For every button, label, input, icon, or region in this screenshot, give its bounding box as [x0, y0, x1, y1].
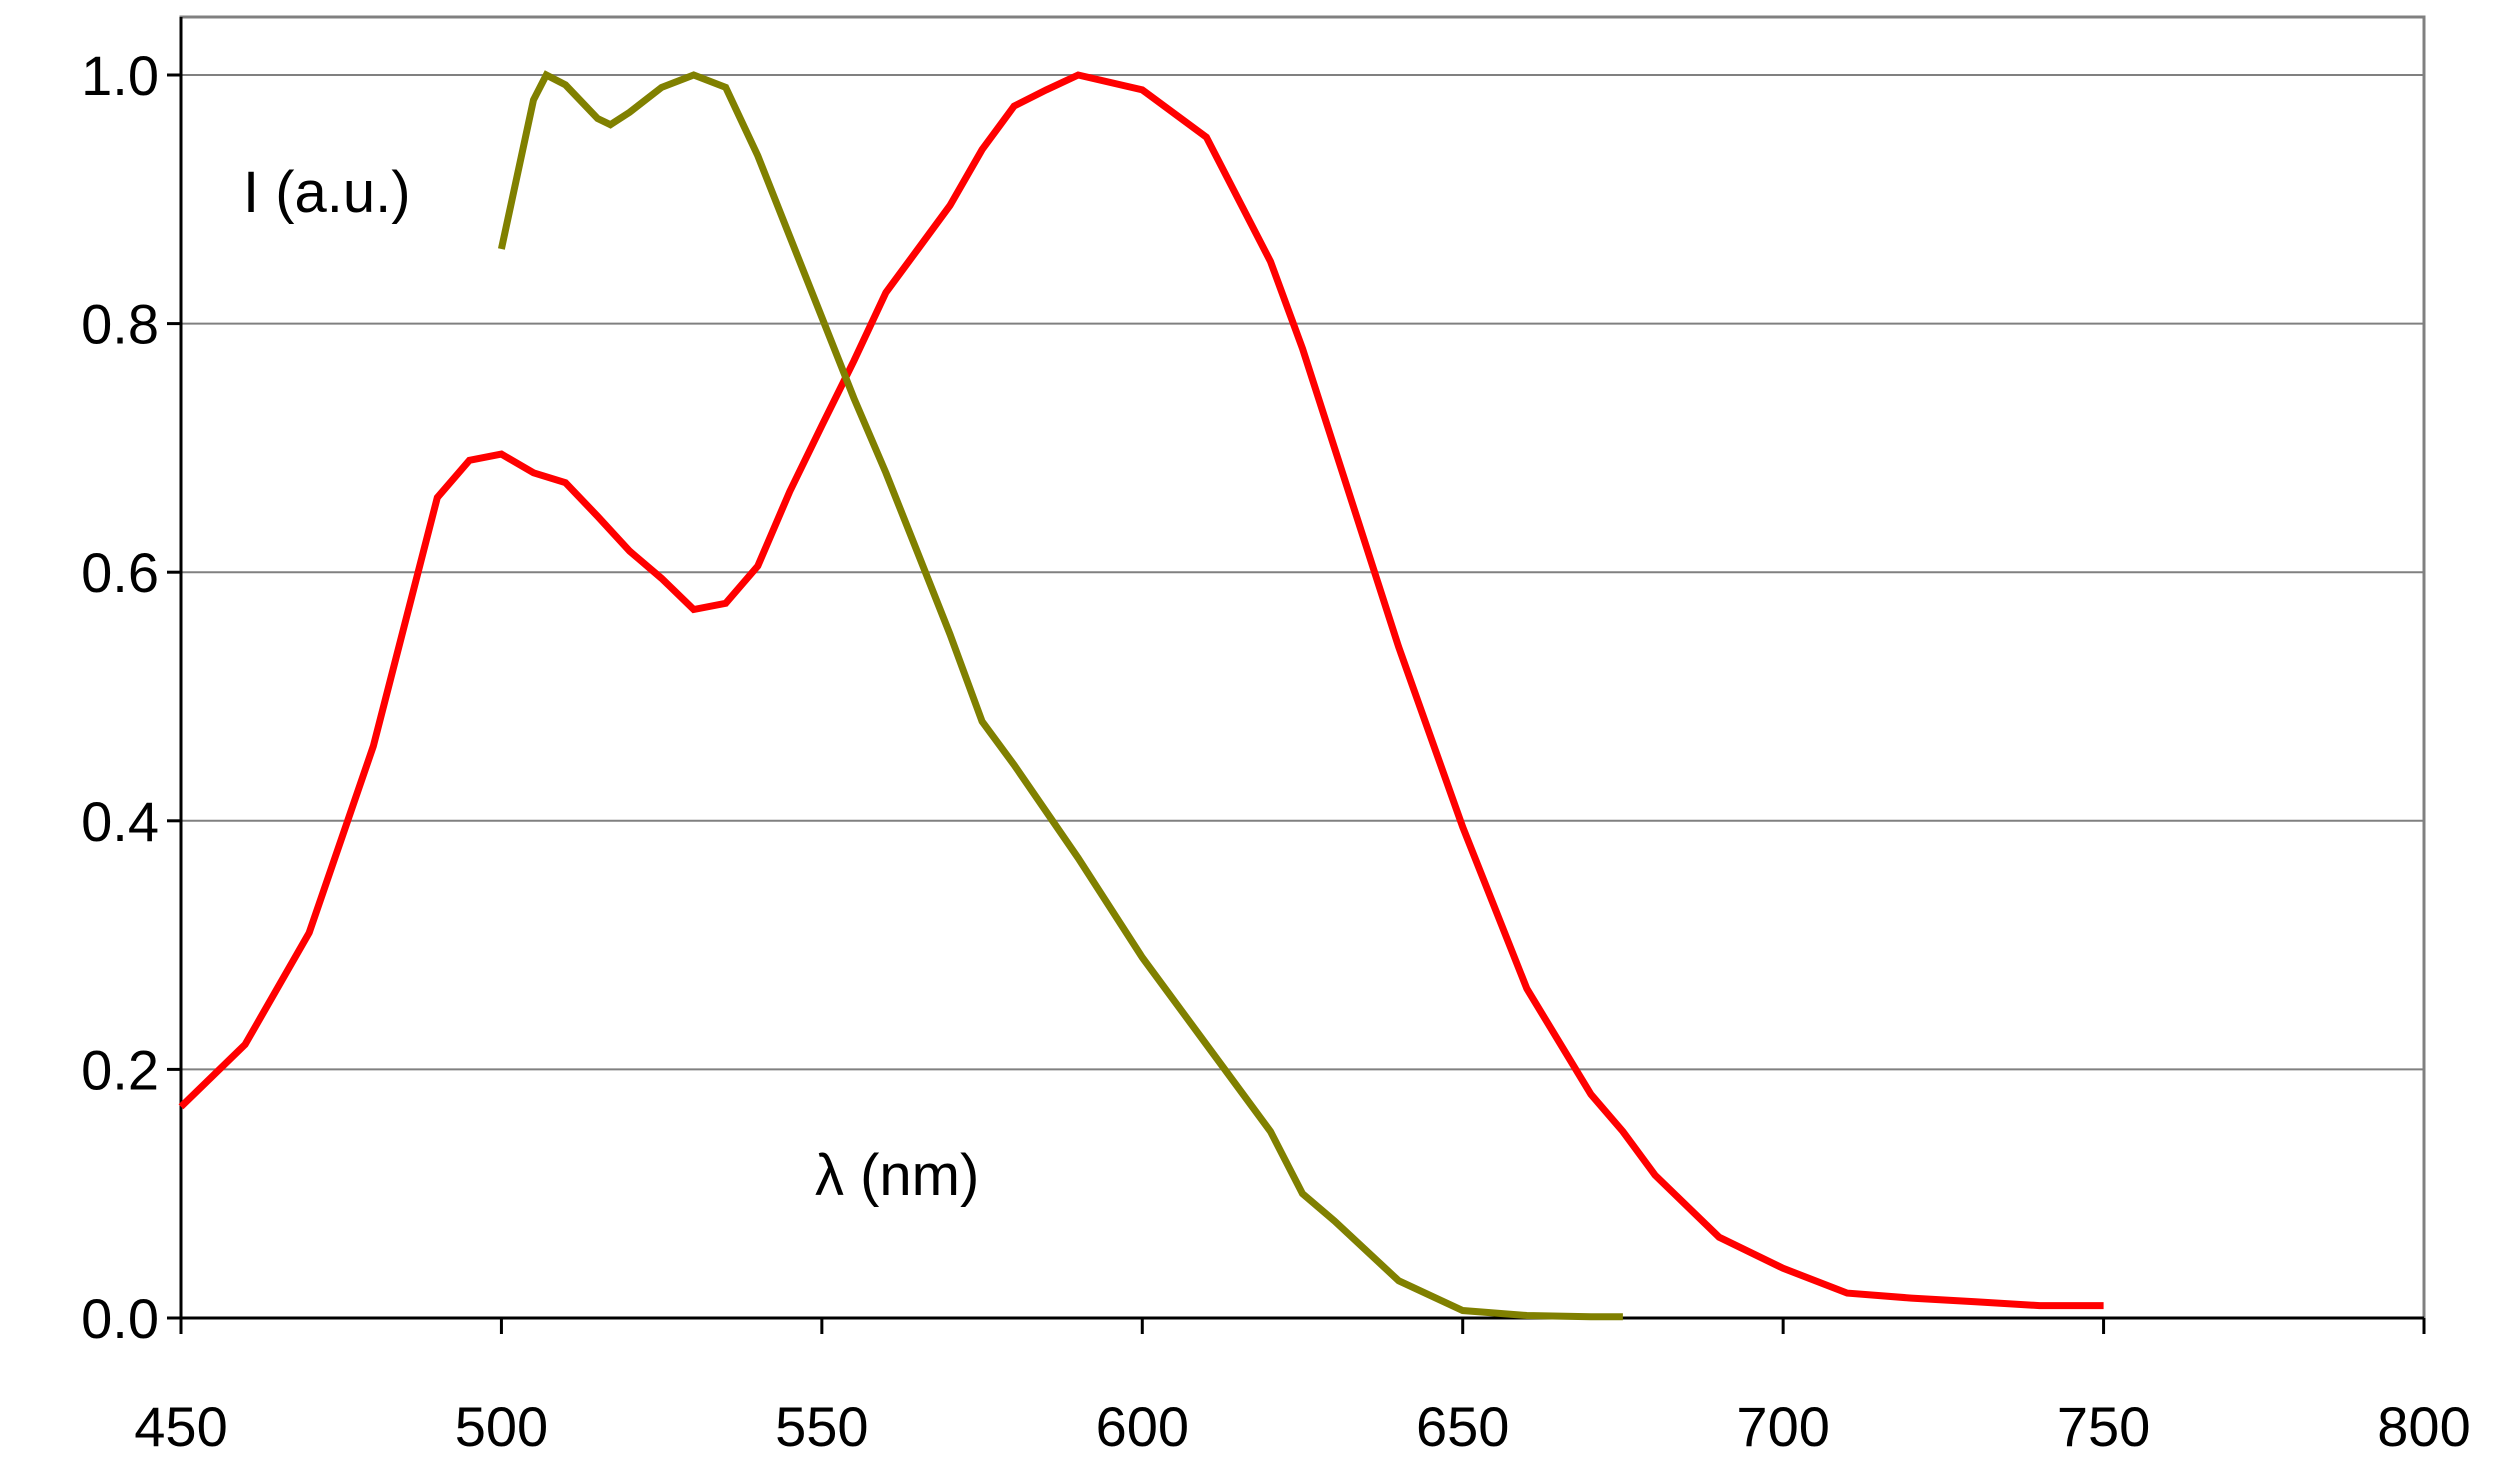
y-axis-label: I (a.u.) — [243, 160, 411, 225]
x-tick-label-6: 750 — [2057, 1395, 2150, 1458]
y-tick-label-0: 0.0 — [81, 1287, 159, 1350]
x-tick-label-4: 650 — [1416, 1395, 1509, 1458]
y-tick-label-4: 0.8 — [81, 293, 159, 356]
y-tick-label-2: 0.4 — [81, 790, 159, 853]
y-tick-label-3: 0.6 — [81, 541, 159, 604]
x-tick-label-2: 550 — [775, 1395, 868, 1458]
x-axis-label: λ (nm) — [815, 1143, 979, 1208]
x-tick-label-0: 450 — [134, 1395, 227, 1458]
gridlines — [181, 74, 2424, 1071]
y-tick-label-1: 0.2 — [81, 1038, 159, 1101]
tick-labels: 0.0 0.2 0.4 0.6 0.8 1.0 450 500 550 600 650 700 750 8… — [81, 44, 2471, 1458]
y-tick-label-5: 1.0 — [81, 44, 159, 107]
x-tick-label-5: 700 — [1736, 1395, 1829, 1458]
series-group — [178, 70, 2104, 1321]
series-line-0 — [178, 71, 2104, 1310]
x-tick-label-1: 500 — [455, 1395, 548, 1458]
x-tick-label-7: 800 — [2377, 1395, 2470, 1458]
x-tick-label-3: 600 — [1096, 1395, 1189, 1458]
series-line-1 — [497, 70, 1623, 1321]
axes — [167, 17, 2426, 1334]
